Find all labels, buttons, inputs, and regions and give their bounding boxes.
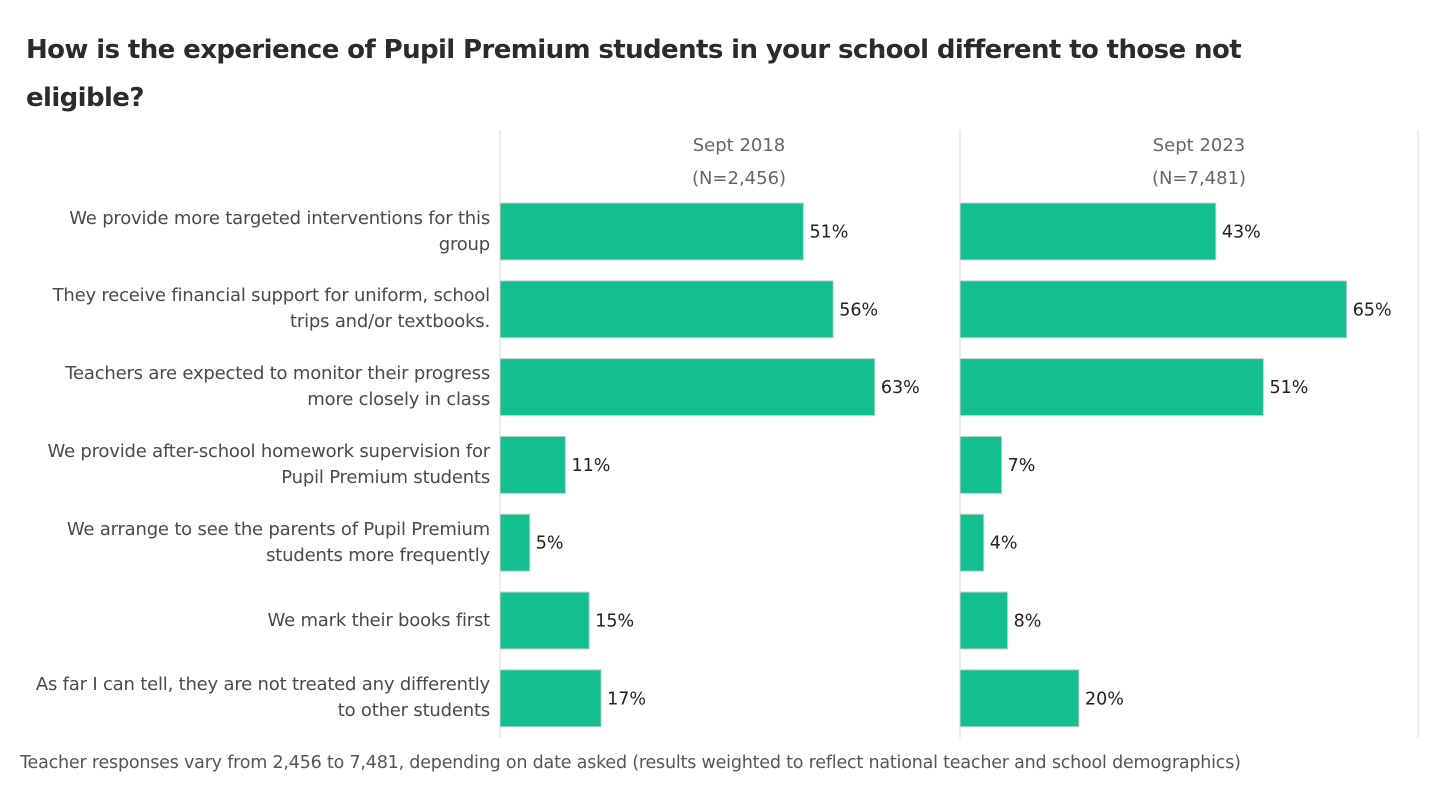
panel-subtitle: (N=2,456)	[692, 168, 786, 189]
category-label-line: As far I can tell, they are not treated …	[35, 674, 490, 696]
bar	[959, 435, 1003, 494]
category-label: As far I can tell, they are not treated …	[10, 672, 490, 724]
data-label: 43%	[1222, 223, 1261, 243]
category-label-line: They receive financial support for unifo…	[52, 285, 491, 307]
bar	[499, 669, 602, 728]
bar	[959, 513, 985, 572]
category-label-line: trips and/or textbooks.	[290, 311, 490, 333]
bar	[959, 669, 1080, 728]
category-label: We arrange to see the parents of Pupil P…	[10, 517, 490, 569]
category-label-line: Pupil Premium students	[281, 466, 490, 488]
category-label-line: We provide after-school homework supervi…	[47, 440, 490, 462]
category-label-line: We provide more targeted interventions f…	[69, 207, 490, 229]
data-label: 7%	[1008, 456, 1036, 476]
data-label: 65%	[1353, 300, 1392, 320]
panel-title: Sept 2023	[1153, 135, 1246, 156]
category-label-line: We arrange to see the parents of Pupil P…	[66, 518, 490, 540]
chart-title: How is the experience of Pupil Premium s…	[26, 35, 1242, 113]
bar	[499, 513, 531, 572]
bar	[959, 358, 1264, 417]
data-label: 51%	[1269, 378, 1308, 398]
category-label-line: more closely in class	[307, 389, 490, 411]
data-label: 20%	[1085, 689, 1124, 709]
bar	[959, 591, 1009, 650]
category-label: We provide after-school homework supervi…	[10, 439, 490, 491]
data-label: 11%	[571, 456, 610, 476]
category-label: We provide more targeted interventions f…	[10, 206, 490, 258]
bar	[499, 280, 834, 339]
category-label-line: We mark their books first	[267, 609, 491, 631]
data-label: 5%	[536, 534, 564, 554]
data-label: 17%	[607, 689, 646, 709]
data-label: 4%	[990, 534, 1018, 554]
category-label-line: Teachers are expected to monitor their p…	[65, 363, 490, 385]
data-label: 63%	[881, 378, 920, 398]
category-label: They receive financial support for unifo…	[10, 283, 491, 335]
category-label: Teachers are expected to monitor their p…	[10, 361, 490, 413]
panel-title: Sept 2018	[693, 135, 786, 156]
data-label: 51%	[809, 223, 848, 243]
bar	[499, 202, 804, 261]
bar	[499, 435, 566, 494]
bar	[499, 591, 590, 650]
category-label-line: students more frequently	[266, 544, 490, 566]
bar	[499, 358, 876, 417]
category-label: We mark their books first	[10, 608, 491, 634]
panel-subtitle: (N=7,481)	[1152, 168, 1246, 189]
data-label: 8%	[1014, 612, 1042, 632]
category-label-line: group	[438, 233, 490, 255]
data-label: 15%	[595, 612, 634, 632]
footnote: Teacher responses vary from 2,456 to 7,4…	[20, 753, 1241, 773]
category-label-line: to other students	[337, 700, 490, 722]
data-label: 56%	[839, 300, 878, 320]
bar	[959, 280, 1348, 339]
bar	[959, 202, 1217, 261]
